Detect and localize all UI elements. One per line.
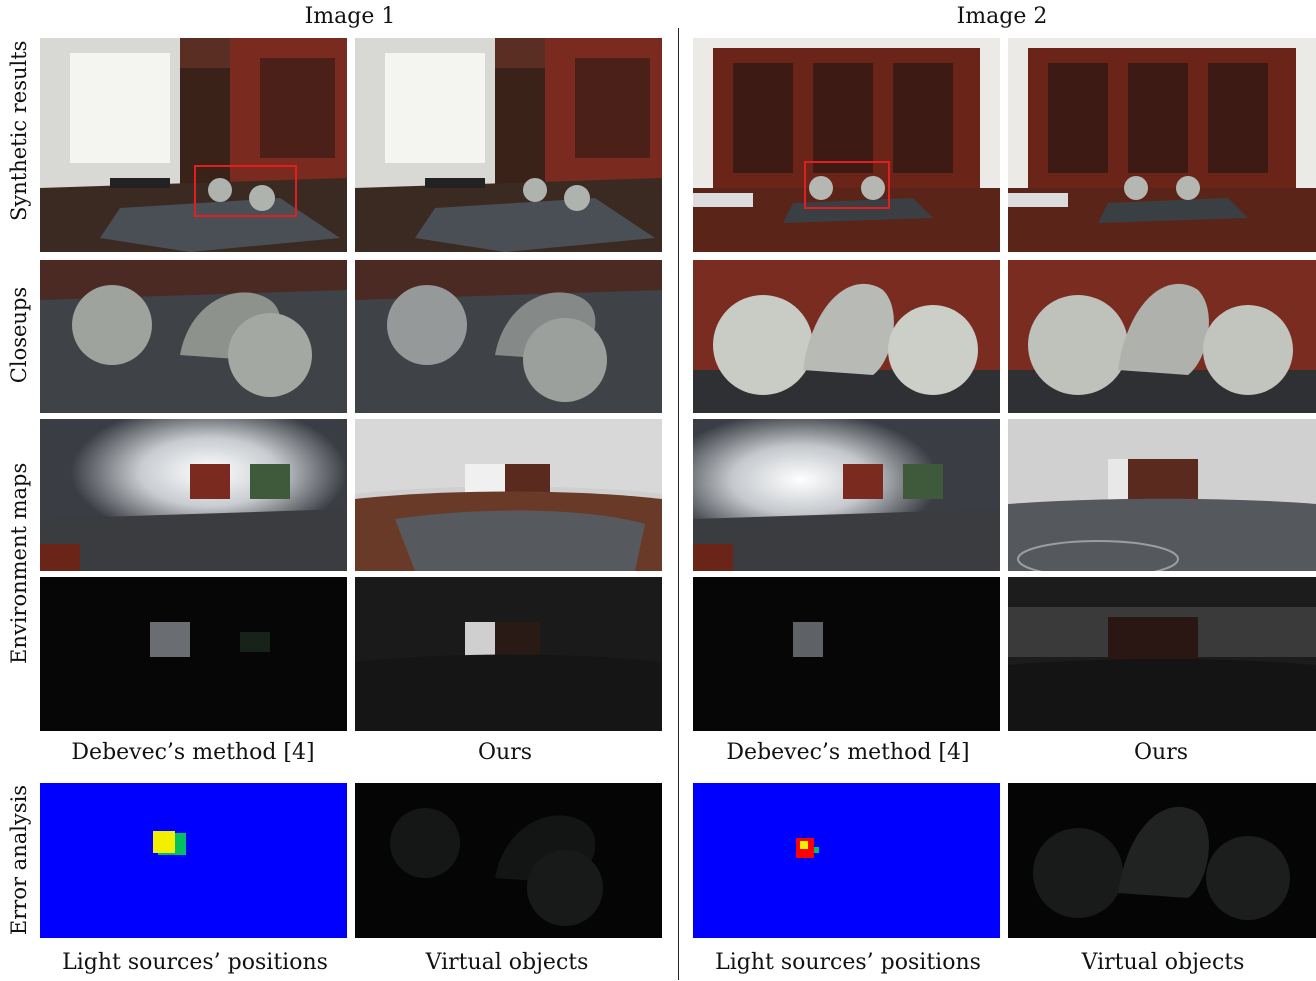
envmap-left-ours — [355, 419, 662, 571]
row-label-error: Error analysis — [7, 784, 31, 936]
envmap-dark-right-ours — [1008, 577, 1316, 731]
caption-debevec-left: Debevec’s method [4] — [71, 740, 315, 765]
row-label-environment: Environment maps — [7, 462, 31, 664]
error-right-light-positions — [693, 783, 1000, 938]
header-image-1: Image 1 — [304, 4, 396, 29]
envmap-dark-left-debevec — [40, 577, 347, 731]
caption-debevec-right: Debevec’s method [4] — [726, 740, 970, 765]
synthetic-right-ours — [1008, 38, 1316, 252]
error-left-light-positions — [40, 783, 347, 938]
envmap-right-debevec — [693, 419, 1000, 571]
column-divider — [678, 28, 679, 980]
caption-ours-right: Ours — [1133, 740, 1188, 765]
synthetic-right-debevec — [693, 38, 1000, 252]
row-label-closeups: Closeups — [7, 286, 31, 384]
caption-light-positions-right: Light sources’ positions — [715, 950, 981, 975]
caption-ours-left: Ours — [477, 740, 532, 765]
error-right-virtual-objects — [1008, 783, 1316, 938]
caption-light-positions-left: Light sources’ positions — [62, 950, 328, 975]
envmap-dark-right-debevec — [693, 577, 1000, 731]
envmap-left-debevec — [40, 419, 347, 571]
synthetic-left-debevec — [40, 38, 347, 252]
caption-virtual-objects-right: Virtual objects — [1081, 950, 1245, 975]
closeup-right-debevec — [693, 260, 1000, 413]
closeup-left-ours — [355, 260, 662, 413]
error-left-virtual-objects — [355, 783, 662, 938]
envmap-dark-left-ours — [355, 577, 662, 731]
envmap-right-ours — [1008, 419, 1316, 571]
synthetic-left-ours — [355, 38, 662, 252]
caption-virtual-objects-left: Virtual objects — [425, 950, 589, 975]
closeup-left-debevec — [40, 260, 347, 413]
closeup-right-ours — [1008, 260, 1316, 413]
row-label-synthetic: Synthetic results — [7, 40, 31, 221]
header-image-2: Image 2 — [956, 4, 1048, 29]
